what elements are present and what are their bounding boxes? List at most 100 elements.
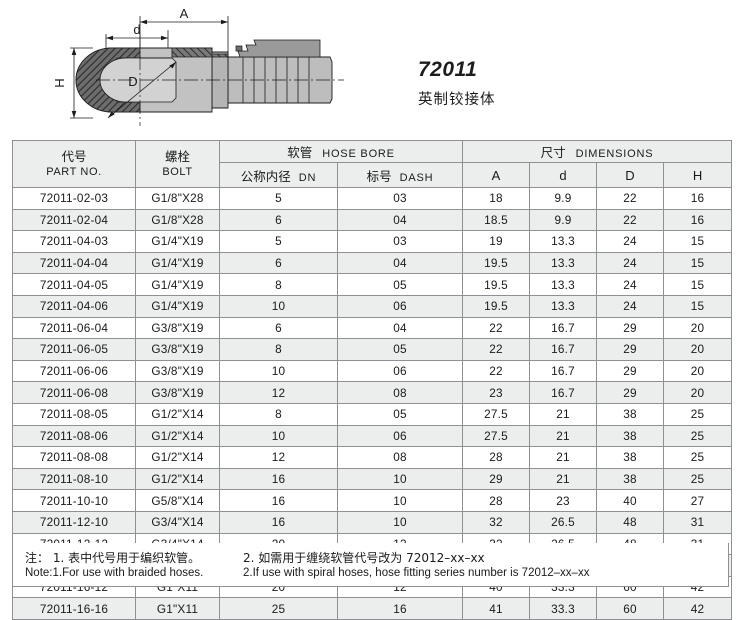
column-header-dash: 标号 DASH — [337, 162, 463, 188]
cell-part-no: 72011-02-04 — [12, 208, 136, 232]
cell-d: 13.3 — [529, 251, 597, 275]
cell-part-no: 72011-06-04 — [12, 316, 136, 340]
dn-label-en: DN — [298, 171, 317, 184]
cell-h: 20 — [662, 381, 733, 404]
page-subtitle: 英制铰接体 — [418, 92, 496, 109]
note-1-cn: 注： 1. 表中代号用于编织软管。 — [25, 551, 201, 565]
cell-bigd: 24 — [596, 230, 664, 253]
cell-dn: 10 — [219, 294, 338, 318]
bolt-label-en: BOLT — [162, 165, 193, 178]
notes-box: 注： 1. 表中代号用于编织软管。 Note:1.For use with br… — [12, 543, 729, 587]
cell-a: 41 — [462, 597, 530, 620]
cell-d: 13.3 — [529, 294, 597, 318]
cell-d: 23 — [529, 489, 597, 512]
cell-h: 25 — [662, 424, 733, 448]
top-notch — [235, 45, 243, 52]
dn-label-cn: 公称内径 — [240, 168, 291, 184]
table-row: 72011-16-16 G1"X11 25 16 41 33.3 60 42 — [12, 597, 733, 620]
dimension-D-leader — [107, 61, 177, 119]
cell-part-no: 72011-16-16 — [12, 597, 136, 620]
cell-bolt: G1/4"X19 — [135, 251, 220, 275]
cell-bolt: G1/2"X14 — [135, 424, 220, 448]
technical-drawing: A d D H — [0, 0, 400, 136]
cell-dash: 06 — [337, 424, 463, 448]
header-row-sub: 公称内径 DN 标号 DASH A d D H — [13, 162, 733, 188]
cell-h: 25 — [662, 467, 733, 491]
cell-a: 22 — [462, 338, 530, 361]
table-row: 72011-04-03 G1/4"X19 5 03 19 13.3 24 15 — [12, 230, 733, 253]
table-row: 72011-10-10 G5/8"X14 16 10 28 23 40 27 — [12, 489, 733, 512]
note-1-en: Note:1.For use with braided hoses. — [25, 567, 204, 579]
cell-d: 21 — [529, 467, 597, 491]
table-row: 72011-06-06 G3/8"X19 10 06 22 16.7 29 20 — [12, 359, 733, 383]
cell-d: 9.9 — [529, 187, 597, 210]
cell-bolt: G3/8"X19 — [135, 381, 220, 404]
part-no-label-en: PART NO. — [46, 165, 102, 178]
cell-bigd: 29 — [596, 316, 664, 340]
cell-dn: 16 — [219, 489, 338, 512]
table-row: 72011-06-04 G3/8"X19 6 04 22 16.7 29 20 — [12, 316, 733, 340]
note-2-cn: 2. 如需用于缠绕软管代号改为 72012–xx–xx — [243, 551, 485, 565]
cell-bolt: G1/8"X28 — [135, 208, 220, 232]
cell-dash: 05 — [337, 273, 463, 296]
cell-a: 19.5 — [462, 273, 530, 296]
column-header-h: H — [662, 162, 733, 188]
cell-dash: 04 — [337, 208, 463, 232]
cell-part-no: 72011-06-05 — [12, 338, 136, 361]
cell-h: 16 — [662, 208, 733, 232]
cell-part-no: 72011-02-03 — [12, 187, 136, 210]
column-header-part-no: 代号 PART NO. — [12, 140, 136, 188]
hose-bore-label-cn: 软管 — [287, 145, 313, 160]
cell-a: 28 — [462, 489, 530, 512]
dash-label-cn: 标号 — [366, 168, 392, 184]
fitting-cross-section-svg: A d D H — [52, 6, 344, 126]
table-row: 72011-04-04 G1/4"X19 6 04 19.5 13.3 24 15 — [12, 251, 733, 275]
dimension-label-d: d — [133, 22, 140, 37]
cell-dash: 10 — [337, 510, 463, 534]
cell-dn: 12 — [219, 381, 338, 404]
table-row: 72011-06-08 G3/8"X19 12 08 23 16.7 29 20 — [12, 381, 733, 404]
table-row: 72011-08-06 G1/2"X14 10 06 27.5 21 38 25 — [12, 424, 733, 448]
cell-bolt: G3/4"X14 — [135, 510, 220, 534]
title-block: 72011 英制铰接体 — [418, 58, 718, 109]
cell-h: 15 — [662, 294, 733, 318]
cell-part-no: 72011-08-08 — [12, 446, 136, 469]
cell-bolt: G1/2"X14 — [135, 467, 220, 491]
cell-bigd: 38 — [596, 424, 664, 448]
cell-d: 13.3 — [529, 273, 597, 296]
section-hatch-right — [171, 47, 229, 58]
cell-bigd: 29 — [596, 359, 664, 383]
cell-a: 19 — [462, 230, 530, 253]
cell-d: 16.7 — [529, 359, 597, 383]
cell-h: 20 — [662, 316, 733, 340]
cell-h: 42 — [662, 597, 733, 620]
cell-dash: 08 — [337, 446, 463, 469]
cell-d: 16.7 — [529, 316, 597, 340]
cell-d: 9.9 — [529, 208, 597, 232]
cell-dash: 06 — [337, 294, 463, 318]
cell-dash: 04 — [337, 316, 463, 340]
cell-a: 32 — [462, 510, 530, 534]
cell-dn: 25 — [219, 597, 338, 620]
cell-bolt: G1/4"X19 — [135, 294, 220, 318]
cell-part-no: 72011-10-10 — [12, 489, 136, 512]
cell-part-no: 72011-06-08 — [12, 381, 136, 404]
dimension-label-D: D — [128, 74, 137, 89]
column-group-header-dimensions: 尺寸 DIMENSIONS — [461, 140, 733, 163]
table-row: 72011-08-08 G1/2"X14 12 08 28 21 38 25 — [12, 446, 733, 469]
cell-a: 19.5 — [462, 251, 530, 275]
cell-a: 22 — [462, 316, 530, 340]
cell-d: 16.7 — [529, 338, 597, 361]
page-title: 72011 — [418, 58, 478, 81]
column-header-bolt: 螺栓 BOLT — [135, 140, 220, 188]
cell-bigd: 29 — [596, 381, 664, 404]
cell-dn: 8 — [219, 402, 338, 426]
cell-a: 28 — [462, 446, 530, 469]
cell-bolt: G1/8"X28 — [135, 187, 220, 210]
cell-bolt: G1/4"X19 — [135, 273, 220, 296]
table-header: 代号 PART NO. 螺栓 BOLT 软管 HOSE BORE 尺寸 DIMENS… — [12, 140, 733, 188]
column-header-d: d — [529, 162, 597, 188]
cell-bolt: G1/4"X19 — [135, 230, 220, 253]
cell-dn: 10 — [219, 424, 338, 448]
cell-bolt: G3/8"X19 — [135, 316, 220, 340]
